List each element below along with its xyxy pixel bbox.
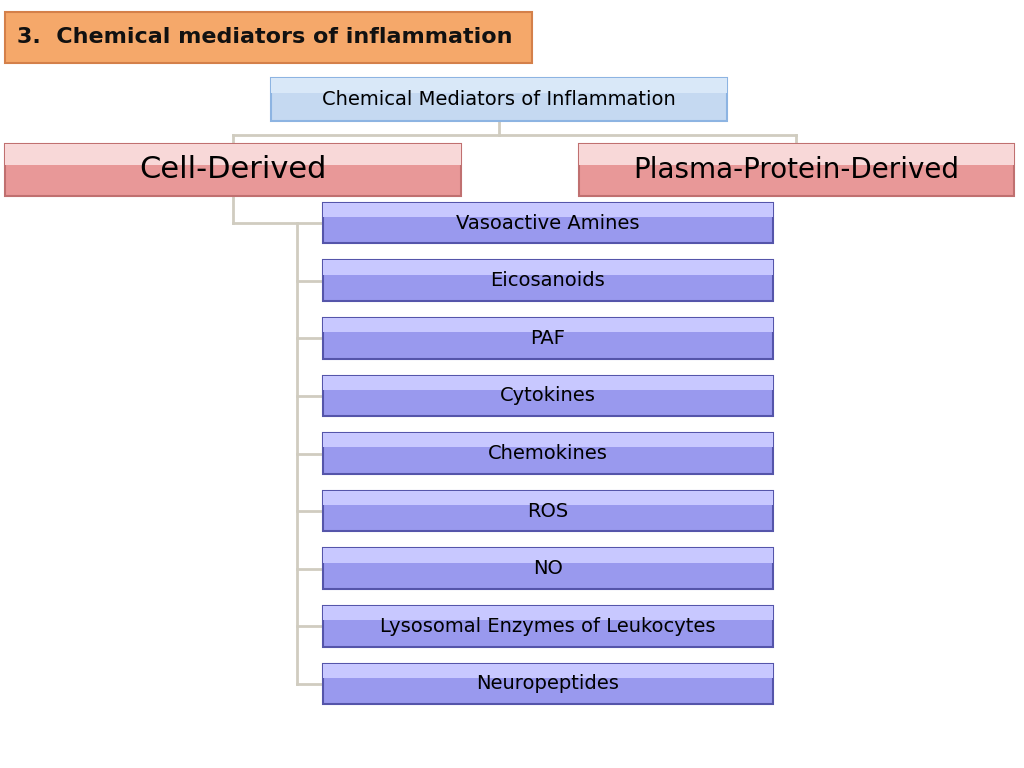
Text: Neuropeptides: Neuropeptides (476, 674, 620, 694)
FancyBboxPatch shape (323, 664, 773, 704)
FancyBboxPatch shape (323, 260, 773, 301)
FancyBboxPatch shape (5, 12, 532, 63)
FancyBboxPatch shape (5, 144, 461, 164)
Text: Chemical Mediators of Inflammation: Chemical Mediators of Inflammation (323, 90, 676, 109)
FancyBboxPatch shape (323, 606, 773, 647)
FancyBboxPatch shape (323, 606, 773, 621)
FancyBboxPatch shape (323, 203, 773, 243)
Text: Cytokines: Cytokines (500, 386, 596, 406)
Text: PAF: PAF (530, 329, 565, 348)
FancyBboxPatch shape (323, 433, 773, 448)
Text: Vasoactive Amines: Vasoactive Amines (456, 214, 640, 233)
FancyBboxPatch shape (271, 78, 727, 121)
Text: NO: NO (532, 559, 563, 578)
FancyBboxPatch shape (323, 548, 773, 589)
Text: Chemokines: Chemokines (487, 444, 608, 463)
FancyBboxPatch shape (323, 260, 773, 275)
FancyBboxPatch shape (5, 144, 461, 196)
FancyBboxPatch shape (579, 144, 1014, 164)
FancyBboxPatch shape (323, 491, 773, 505)
FancyBboxPatch shape (323, 376, 773, 416)
FancyBboxPatch shape (323, 376, 773, 390)
FancyBboxPatch shape (323, 318, 773, 359)
FancyBboxPatch shape (271, 78, 727, 93)
FancyBboxPatch shape (323, 664, 773, 678)
Text: Lysosomal Enzymes of Leukocytes: Lysosomal Enzymes of Leukocytes (380, 617, 716, 636)
Text: ROS: ROS (527, 502, 568, 521)
FancyBboxPatch shape (323, 491, 773, 531)
Text: Eicosanoids: Eicosanoids (490, 271, 605, 290)
FancyBboxPatch shape (579, 144, 1014, 196)
Text: 3.  Chemical mediators of inflammation: 3. Chemical mediators of inflammation (17, 27, 513, 48)
FancyBboxPatch shape (323, 318, 773, 333)
FancyBboxPatch shape (323, 433, 773, 474)
FancyBboxPatch shape (323, 203, 773, 217)
Text: Cell-Derived: Cell-Derived (139, 155, 327, 184)
FancyBboxPatch shape (323, 548, 773, 563)
Text: Plasma-Protein-Derived: Plasma-Protein-Derived (633, 156, 959, 184)
